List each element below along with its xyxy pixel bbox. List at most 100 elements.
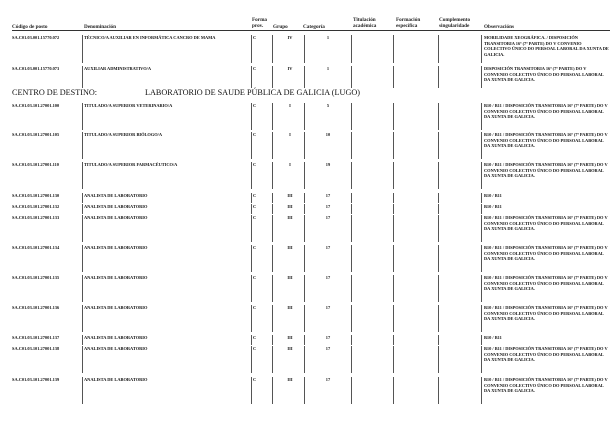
column-divider: [82, 275, 83, 302]
cell-categoria: 17: [325, 346, 331, 351]
cell-denominacion: TITULADO/A SUPERIOR VETERINARIO/A: [84, 103, 173, 108]
column-divider: [304, 245, 305, 272]
column-divider: [438, 377, 439, 404]
column-divider: [82, 204, 83, 214]
cell-code: SA.C01.03.101.27001.105: [12, 132, 60, 137]
cell-observacions: B10 / B11 / DISPOSICIÓN TRANSITORIA 16ª …: [484, 162, 608, 179]
column-divider: [251, 103, 252, 130]
cell-grupo: I: [289, 162, 291, 167]
column-divider: [304, 275, 305, 302]
cell-code: SA.C01.03.101.27001.135: [12, 275, 60, 280]
table-row: SA.C01.03.101.27001.110 TITULADO/A SUPERI…: [0, 162, 615, 189]
cell-observacions: B10 / B11 / DISPOSICIÓN TRANSITORIA 16ª …: [484, 215, 608, 232]
table-row: SA.C01.03.101.27001.100 TITULADO/A SUPERI…: [0, 103, 615, 130]
cell-forma: C: [253, 204, 257, 209]
column-divider: [393, 275, 394, 302]
cell-grupo: III: [287, 204, 293, 209]
column-divider: [393, 162, 394, 189]
header-observacions: Observacións: [484, 24, 514, 30]
column-divider: [481, 215, 482, 242]
column-divider: [272, 377, 273, 404]
cell-code: SA.C01.03.101.27001.133: [12, 215, 60, 220]
column-divider: [438, 66, 439, 88]
cell-forma: C: [253, 377, 257, 382]
cell-grupo: III: [287, 335, 293, 340]
column-divider: [304, 35, 305, 63]
column-divider: [272, 245, 273, 272]
column-divider: [393, 204, 394, 214]
column-divider: [481, 204, 482, 214]
cell-categoria: 17: [325, 193, 331, 198]
cell-code: SA.C01.03.101.27001.136: [12, 305, 60, 310]
column-divider: [304, 346, 305, 373]
column-divider: [351, 335, 352, 345]
table-row: SA.C01.03.101.27001.135 ANALISTA DE LABOR…: [0, 275, 615, 302]
cell-grupo: IV: [287, 66, 293, 71]
cell-forma: C: [253, 305, 257, 310]
cell-code: SA.C01.03.101.27001.100: [12, 103, 60, 108]
column-divider: [351, 215, 352, 242]
column-divider: [251, 305, 252, 332]
column-divider: [304, 335, 305, 345]
column-divider: [272, 204, 273, 214]
column-divider: [438, 335, 439, 345]
column-divider: [438, 162, 439, 189]
cell-denominacion: AUXILIAR ADMINISTRATIVO/A: [84, 66, 152, 71]
cell-categoria: 17: [325, 335, 331, 340]
column-divider: [393, 335, 394, 345]
column-divider: [438, 193, 439, 203]
cell-observacions: B10 / B11 / DISPOSICIÓN TRANSITORIA 16ª …: [484, 245, 608, 262]
cell-observacions: B10 / B11 / DISPOSICIÓN TRANSITORIA 16ª …: [484, 132, 608, 149]
column-divider: [393, 193, 394, 203]
column-divider: [393, 66, 394, 88]
table-row: SA.C01.03.101.27001.130 ANALISTA DE LABOR…: [0, 193, 615, 203]
column-divider: [351, 204, 352, 214]
cell-code: SA.C01.03.001.15770.072: [12, 35, 60, 40]
column-divider: [251, 377, 252, 404]
cell-forma: C: [253, 335, 257, 340]
table-row: SA.C01.03.101.27001.137 ANALISTA DE LABOR…: [0, 335, 615, 345]
header-forma: Forma prov.: [252, 17, 267, 29]
column-divider: [272, 275, 273, 302]
header-rule: [12, 30, 610, 31]
column-divider: [272, 193, 273, 203]
column-divider: [251, 335, 252, 345]
table-row: SA.C01.03.101.27001.136 ANALISTA DE LABOR…: [0, 305, 615, 332]
column-divider: [304, 132, 305, 159]
cell-categoria: 17: [325, 275, 331, 280]
column-divider: [82, 346, 83, 373]
cell-grupo: I: [289, 103, 291, 108]
cell-denominacion: TÉCNICO/A AUXILIAR EN INFORMÁTICA CANCRO…: [84, 35, 216, 40]
cell-denominacion: ANALISTA DE LABORATORIO: [84, 377, 148, 382]
column-divider: [251, 346, 252, 373]
column-divider: [481, 66, 482, 88]
cell-grupo: IV: [287, 35, 293, 40]
column-divider: [304, 215, 305, 242]
column-divider: [351, 245, 352, 272]
column-divider: [438, 215, 439, 242]
cell-categoria: 17: [325, 215, 331, 220]
column-divider: [481, 245, 482, 272]
table-row: SA.C01.03.101.27001.138 ANALISTA DE LABOR…: [0, 346, 615, 373]
header-denominacion: Denominación: [84, 24, 116, 30]
cell-categoria: 17: [325, 245, 331, 250]
column-divider: [438, 132, 439, 159]
cell-observacions: MOBILIDADE XEOGRÁFICA. / DISPOSICIÓN TRA…: [484, 35, 609, 57]
column-divider: [481, 377, 482, 404]
column-divider: [272, 132, 273, 159]
column-divider: [82, 66, 83, 88]
column-divider: [251, 66, 252, 88]
column-divider: [251, 132, 252, 159]
column-divider: [481, 275, 482, 302]
column-divider: [82, 35, 83, 63]
column-divider: [272, 305, 273, 332]
cell-denominacion: ANALISTA DE LABORATORIO: [84, 335, 148, 340]
column-divider: [251, 275, 252, 302]
cell-forma: C: [253, 132, 257, 137]
column-divider: [304, 66, 305, 88]
column-divider: [304, 204, 305, 214]
column-divider: [82, 377, 83, 404]
column-divider: [272, 66, 273, 88]
table-row: SA.C01.03.001.15770.073 AUXILIAR ADMINIST…: [0, 66, 615, 88]
cell-forma: C: [253, 35, 257, 40]
